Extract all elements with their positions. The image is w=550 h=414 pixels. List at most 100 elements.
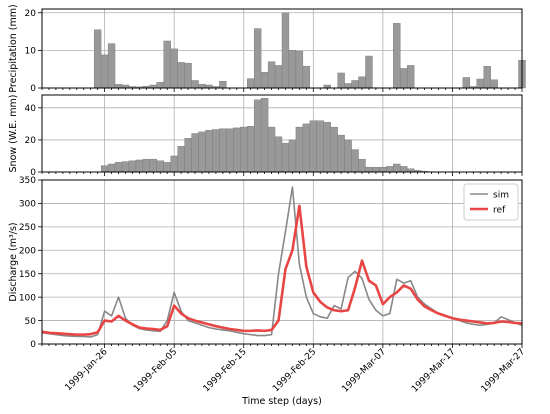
y-tick-label: 300 [19, 200, 36, 210]
bar [288, 139, 297, 173]
x-axis-label: Time step (days) [241, 396, 322, 407]
bar [260, 71, 269, 89]
bar [274, 136, 283, 173]
y-tick-label: 250 [19, 223, 36, 233]
bar [253, 99, 262, 173]
panel-1: 0 20 40 Snow (W.E. mm) [8, 94, 523, 178]
bar [358, 158, 366, 173]
legend-label-ref: ref [493, 206, 506, 216]
y-tick-label: 0 [30, 84, 36, 94]
bar [191, 80, 199, 89]
bar [191, 133, 199, 173]
bar [212, 129, 220, 173]
bar [156, 160, 164, 173]
bar [233, 127, 241, 173]
bar [247, 78, 255, 89]
x-tick-label: 1999-Feb-15 [202, 347, 249, 394]
bar [260, 98, 269, 173]
y-tick-label: 0 [30, 340, 36, 350]
bar [163, 40, 171, 89]
bar [302, 65, 311, 89]
bar [400, 68, 408, 89]
y-tick-label: 100 [19, 293, 36, 303]
bar [149, 158, 157, 173]
bar [400, 166, 408, 173]
bar [281, 12, 290, 89]
bar [219, 81, 227, 89]
y-tick-label: 350 [19, 176, 36, 186]
legend-label-sim: sim [493, 191, 509, 201]
bar [100, 54, 109, 89]
bar [365, 55, 373, 89]
panel-2: sim ref 0 50 100 150 200 250 300 350 Discharge (m³… [8, 176, 523, 350]
x-tick-label: 1999-Mar-17 [410, 347, 458, 395]
bar [337, 134, 345, 173]
y-tick-label: 40 [25, 104, 37, 114]
y-axis-label: Discharge (m³/s) [8, 222, 19, 301]
bar [142, 158, 151, 173]
bar [274, 65, 283, 89]
x-tick-label: 1999-Feb-25 [271, 347, 318, 394]
bar [128, 160, 137, 173]
bar [330, 126, 338, 173]
bar [226, 128, 234, 173]
bar [114, 84, 123, 89]
bar [337, 72, 345, 89]
bar [462, 77, 471, 89]
bar [198, 131, 206, 173]
bar [267, 61, 276, 89]
bar [351, 80, 359, 89]
y-tick-label: 50 [25, 317, 37, 327]
bar [156, 82, 164, 89]
bar [100, 165, 109, 173]
y-tick-label: 150 [19, 270, 36, 280]
bar [372, 166, 380, 173]
bar [267, 126, 276, 173]
y-tick-label: 20 [25, 136, 37, 146]
bar [253, 28, 262, 89]
bar [281, 142, 290, 173]
bar [121, 161, 130, 173]
axes-frame [41, 179, 523, 345]
bar [177, 146, 185, 173]
bar [323, 122, 331, 173]
bar [393, 23, 401, 89]
bar [163, 162, 171, 173]
bar [135, 159, 144, 173]
series-line-ref [41, 204, 523, 336]
x-tick-label: 1999-Mar-07 [340, 347, 388, 395]
bar [476, 78, 484, 89]
axes-frame [41, 94, 523, 173]
bar [184, 138, 192, 173]
y-axis-label: Snow (W.E. mm) [8, 95, 19, 173]
bar [407, 65, 415, 89]
bar [358, 76, 366, 89]
x-tick-label: 1999-Mar-27 [480, 347, 528, 395]
y-tick-label: 10 [25, 47, 37, 57]
y-axis-label: Precipitation (mm) [8, 4, 19, 92]
bar [351, 149, 359, 173]
bar [205, 130, 213, 173]
bar [198, 84, 206, 89]
bar [170, 155, 178, 173]
bar [114, 162, 123, 173]
axes-frame [41, 8, 523, 89]
bar [288, 50, 297, 89]
bar [247, 126, 255, 173]
bar [107, 43, 116, 89]
bar [344, 139, 352, 173]
bar [295, 50, 304, 89]
x-tick-label: 1999-Jan-26 [64, 347, 110, 393]
bar [386, 166, 394, 173]
bar [295, 126, 304, 173]
bar [316, 120, 324, 173]
bar [302, 123, 311, 173]
bar [393, 163, 401, 173]
bar [177, 62, 185, 89]
y-tick-label: 200 [19, 246, 36, 256]
y-tick-label: 20 [25, 9, 37, 19]
bar [365, 166, 373, 173]
bar [219, 128, 227, 173]
x-tick-label: 1999-Feb-05 [132, 347, 179, 394]
y-tick-label: 0 [30, 168, 36, 178]
